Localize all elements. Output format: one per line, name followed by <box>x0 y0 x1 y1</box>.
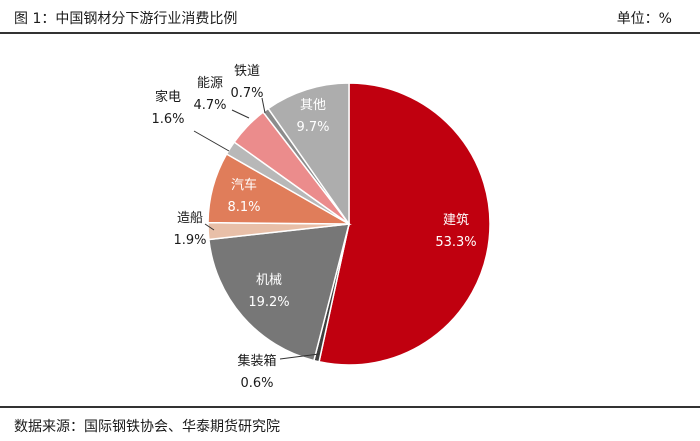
figure-header: 图 1：中国钢材分下游行业消费比例 单位：% <box>0 0 700 34</box>
leader-line-4 <box>204 223 215 231</box>
slice-label-7: 能源 <box>197 76 223 91</box>
data-source: 数据来源：国际钢铁协会、华泰期货研究院 <box>14 419 280 435</box>
figure-footer: 数据来源：国际钢铁协会、华泰期货研究院 <box>0 406 700 441</box>
figure-title: 图 1：中国钢材分下游行业消费比例 <box>14 11 238 27</box>
slice-value-7: 4.7% <box>193 98 226 113</box>
pie-slice-9 <box>267 82 350 227</box>
slice-value-3: 19.2% <box>248 295 289 310</box>
slice-value-9: 9.7% <box>296 120 329 135</box>
slice-label-2: 集装箱 <box>237 353 276 369</box>
unit-label: 单位：% <box>616 11 672 27</box>
slice-label-1: 建筑 <box>443 212 469 228</box>
slice-value-2: 0.6% <box>240 376 273 391</box>
pie-chart: 建筑 53.3% 集装箱 0.6% 机械 19.2% 造船 1.9% 汽车 8.1% 家电 1.6% 能… <box>151 64 491 391</box>
slice-value-5: 8.1% <box>227 200 260 215</box>
pie-slice-1 <box>318 82 491 366</box>
slice-label-8: 铁道 <box>234 64 260 79</box>
leader-line-2 <box>279 353 320 360</box>
slice-value-4: 1.9% <box>173 233 206 248</box>
slice-label-4: 造船 <box>177 211 203 226</box>
pie-chart-area: 建筑 53.3% 集装箱 0.6% 机械 19.2% 造船 1.9% 汽车 8.1% 家电 1.6% 能… <box>0 34 700 406</box>
pie-slice-3 <box>208 223 350 362</box>
leader-line-8 <box>261 97 266 114</box>
slice-value-1: 53.3% <box>435 235 476 250</box>
slice-value-8: 0.7% <box>230 86 263 101</box>
leader-line-6 <box>193 130 230 152</box>
slice-label-3: 机械 <box>256 273 282 288</box>
slice-value-6: 1.6% <box>151 112 184 127</box>
slice-label-9: 其他 <box>300 98 326 113</box>
slice-label-6: 家电 <box>155 89 181 105</box>
leader-line-7 <box>231 109 250 119</box>
slice-label-5: 汽车 <box>231 177 257 193</box>
